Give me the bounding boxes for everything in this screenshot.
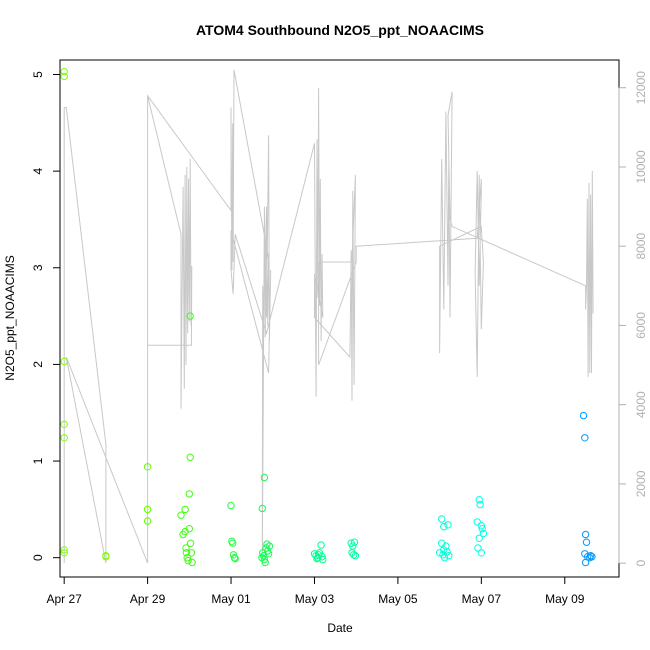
scatter-points-layer bbox=[60, 67, 596, 567]
y2-tick-label: 8000 bbox=[634, 233, 648, 260]
data-point bbox=[60, 72, 68, 81]
data-point bbox=[227, 501, 235, 510]
data-point bbox=[182, 549, 191, 557]
data-point bbox=[259, 552, 268, 560]
y2-axis: 0 2000 4000 6000 8000 10000 12000 bbox=[618, 71, 648, 566]
x-tick-label: May 05 bbox=[378, 592, 418, 606]
y-axis-label: N2O5_ppt_NOAACIMS bbox=[3, 255, 17, 380]
plot-frame bbox=[59, 59, 620, 578]
data-point bbox=[476, 500, 484, 509]
data-point bbox=[264, 547, 272, 555]
data-point bbox=[445, 552, 453, 560]
data-point bbox=[478, 525, 486, 533]
data-point bbox=[350, 538, 359, 546]
data-point bbox=[443, 548, 451, 556]
x-tick-label: May 01 bbox=[211, 592, 251, 606]
data-point bbox=[351, 552, 360, 560]
data-point bbox=[258, 554, 266, 562]
y2-tick-label: 0 bbox=[634, 559, 648, 566]
data-point bbox=[477, 549, 485, 557]
x-axis: Apr 27 Apr 29 May 01 May 03 May 05 May 07 May … bbox=[46, 576, 585, 606]
data-point bbox=[143, 505, 152, 514]
data-point bbox=[186, 453, 194, 461]
data-point bbox=[581, 434, 589, 442]
data-point bbox=[186, 312, 194, 320]
data-point bbox=[258, 504, 266, 513]
data-point bbox=[60, 67, 68, 76]
y-tick-label: 5 bbox=[31, 71, 45, 78]
data-point bbox=[579, 411, 588, 420]
y-axis: 0 1 2 3 4 5 bbox=[31, 71, 61, 561]
data-point bbox=[230, 554, 239, 562]
y2-tick-label: 6000 bbox=[634, 312, 648, 339]
data-point bbox=[444, 521, 452, 529]
data-point bbox=[187, 549, 196, 557]
data-point bbox=[186, 539, 195, 547]
chart-title: ATOM4 Southbound N2O5_ppt_NOAACIMS bbox=[196, 22, 484, 38]
y-tick-label: 3 bbox=[31, 264, 45, 271]
data-point bbox=[185, 490, 194, 498]
x-axis-label: Date bbox=[327, 621, 353, 635]
data-point bbox=[182, 544, 190, 552]
data-point bbox=[60, 357, 68, 366]
data-point bbox=[184, 556, 192, 565]
data-point bbox=[260, 473, 269, 482]
data-point bbox=[473, 518, 481, 526]
x-tick-label: Apr 27 bbox=[46, 592, 82, 606]
altitude-line bbox=[63, 69, 594, 564]
y-tick-label: 4 bbox=[31, 167, 45, 174]
altitude-line-layer bbox=[63, 69, 594, 564]
data-point bbox=[588, 553, 596, 561]
data-point bbox=[475, 534, 483, 542]
data-point bbox=[440, 523, 448, 531]
data-point bbox=[102, 553, 110, 561]
x-tick-label: Apr 29 bbox=[130, 592, 166, 606]
data-point bbox=[581, 530, 590, 539]
y-tick-label: 0 bbox=[31, 554, 45, 561]
data-point bbox=[60, 546, 68, 554]
x-tick-label: May 07 bbox=[462, 592, 502, 606]
x-tick-label: May 03 bbox=[295, 592, 335, 606]
data-point bbox=[60, 434, 68, 442]
y2-tick-label: 12000 bbox=[634, 71, 648, 105]
y-tick-label: 1 bbox=[31, 457, 45, 464]
data-point bbox=[477, 522, 485, 530]
data-point bbox=[319, 555, 327, 564]
y2-tick-label: 10000 bbox=[634, 150, 648, 184]
data-point bbox=[317, 541, 325, 549]
data-point bbox=[181, 505, 189, 514]
data-point bbox=[177, 511, 185, 519]
data-point bbox=[229, 539, 237, 547]
y2-tick-label: 2000 bbox=[634, 470, 648, 497]
data-point bbox=[231, 554, 239, 563]
data-point bbox=[265, 542, 274, 550]
data-point bbox=[314, 554, 322, 562]
y-tick-label: 2 bbox=[31, 361, 45, 368]
data-point bbox=[475, 496, 483, 504]
data-point bbox=[60, 420, 68, 428]
data-point bbox=[143, 517, 152, 525]
data-point bbox=[438, 515, 446, 523]
data-point bbox=[188, 558, 196, 567]
data-point bbox=[314, 551, 323, 559]
data-point bbox=[60, 549, 68, 557]
data-point bbox=[586, 552, 595, 560]
data-point bbox=[581, 558, 590, 567]
x-tick-label: May 09 bbox=[545, 592, 585, 606]
data-point bbox=[185, 525, 194, 533]
y2-tick-label: 4000 bbox=[634, 391, 648, 418]
data-point bbox=[479, 529, 488, 538]
data-point bbox=[582, 538, 591, 546]
data-point bbox=[143, 463, 152, 471]
data-point bbox=[183, 554, 191, 562]
data-point bbox=[264, 550, 273, 558]
data-point bbox=[229, 551, 238, 559]
